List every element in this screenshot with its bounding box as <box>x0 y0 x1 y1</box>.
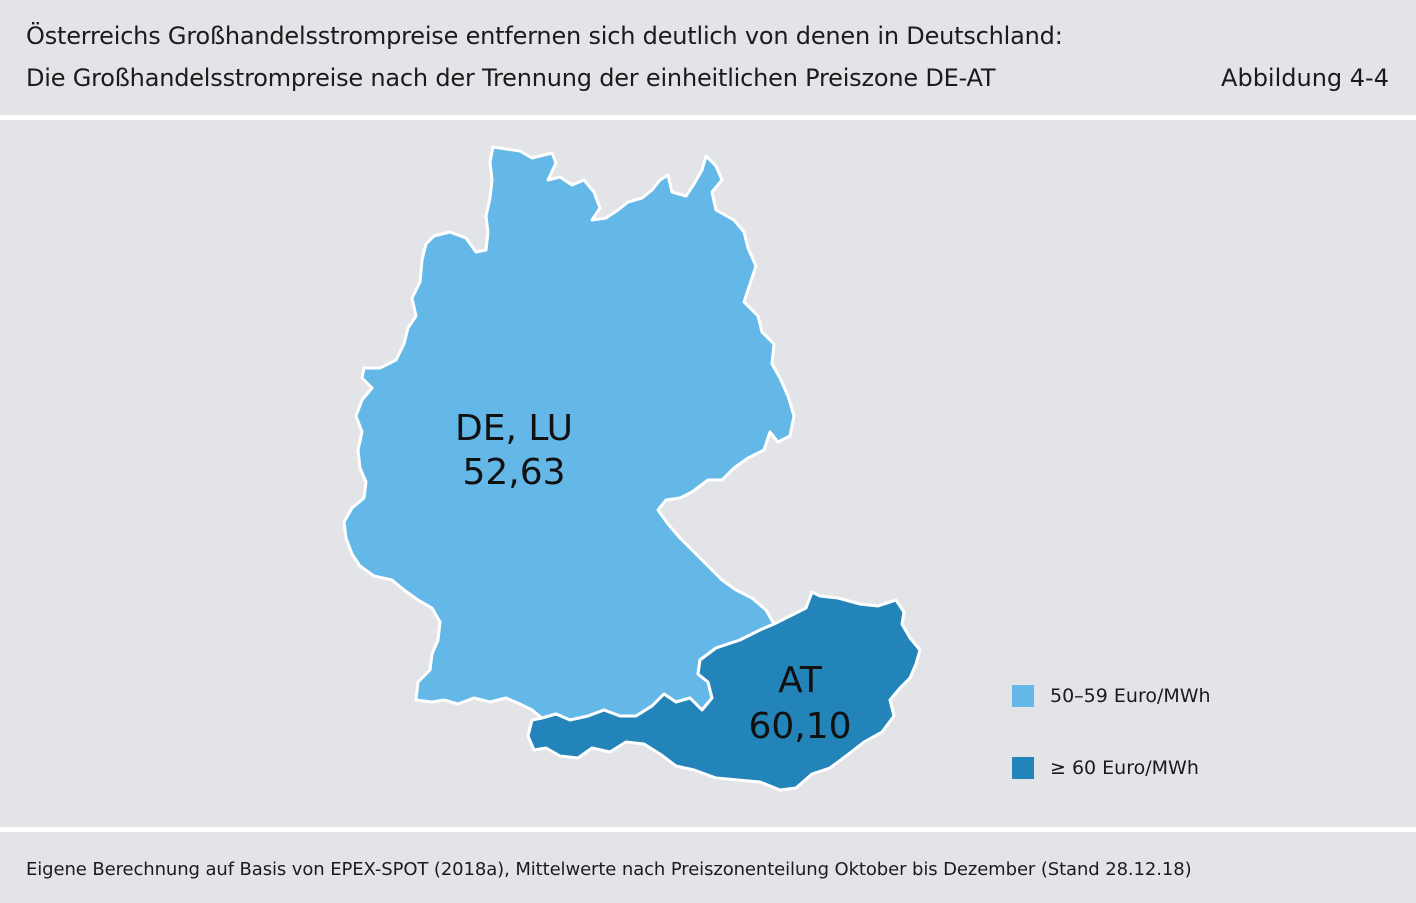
region-label-at-value: 60,10 <box>748 706 851 747</box>
legend-label-low: 50–59 Euro/MWh <box>1050 685 1211 707</box>
legend-item-high: ≥ 60 Euro/MWh <box>1012 755 1199 781</box>
region-label-at-name: AT <box>778 660 823 701</box>
region-label-de-lu-name: DE, LU <box>455 408 573 449</box>
figure-number: Abbildung 4-4 <box>1221 64 1389 92</box>
legend-item-low: 50–59 Euro/MWh <box>1012 683 1211 709</box>
legend-swatch-high <box>1012 757 1034 779</box>
source-note: Eigene Berechnung auf Basis von EPEX-SPO… <box>26 859 1192 880</box>
price-zone-map: DE, LU 52,63 AT 60,10 <box>342 145 922 792</box>
header-divider <box>0 115 1416 120</box>
region-at <box>526 590 922 792</box>
figure-subtitle: Die Großhandelsstrompreise nach der Tren… <box>26 64 996 92</box>
region-label-de-lu-value: 52,63 <box>462 452 565 493</box>
figure-footer: Eigene Berechnung auf Basis von EPEX-SPO… <box>0 832 1416 903</box>
map-area: DE, LU 52,63 AT 60,10 50–59 Euro/MWh ≥ 6… <box>0 120 1416 827</box>
legend-swatch-low <box>1012 685 1034 707</box>
figure-title: Österreichs Großhandelsstrompreise entfe… <box>26 22 1063 50</box>
footer-divider <box>0 827 1416 832</box>
figure-header: Österreichs Großhandelsstrompreise entfe… <box>0 0 1416 117</box>
legend-label-high: ≥ 60 Euro/MWh <box>1050 757 1199 779</box>
